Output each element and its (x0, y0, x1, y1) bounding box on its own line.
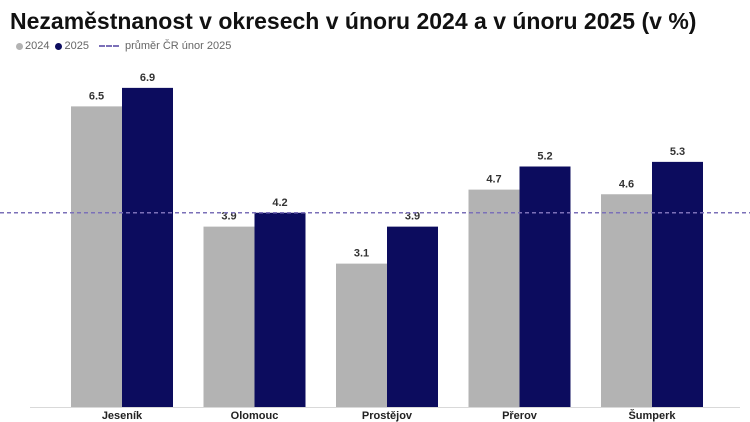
bar-jesenik-2025 (122, 87, 173, 407)
category-label-jesenik: Jeseník (102, 410, 143, 422)
bar-prerov-2024 (468, 189, 520, 407)
bar-olomouc-2024 (203, 226, 255, 407)
bar-prostejov-2025 (387, 226, 438, 407)
legend-label-reference: průměr ČR únor 2025 (124, 40, 232, 52)
bar-olomouc-2025 (254, 212, 306, 407)
category-label-sumperk: Šumperk (628, 409, 676, 422)
category-label-prerov: Přerov (502, 410, 538, 422)
chart-title: Nezaměstnanost v okresech v únoru 2024 a… (10, 8, 697, 34)
data-label-olomouc-2024: 3.9 (221, 211, 236, 223)
legend-label-2024: 2024 (25, 40, 50, 52)
legend-label-2025: 2025 (64, 40, 89, 52)
category-label-prostejov: Prostějov (362, 410, 413, 422)
bar-prostejov-2024 (336, 263, 387, 407)
bar-sumperk-2024 (601, 194, 652, 407)
data-label-jesenik-2024: 6.5 (89, 90, 104, 102)
legend-dash-reference (98, 45, 119, 47)
data-label-sumperk-2024: 4.6 (619, 178, 634, 190)
legend-item-2025: 2025 (55, 40, 89, 52)
data-label-prerov-2025: 5.2 (537, 151, 552, 163)
data-label-olomouc-2025: 4.2 (272, 197, 287, 209)
data-label-sumperk-2025: 5.3 (670, 146, 685, 158)
legend-swatch-2025 (55, 42, 63, 50)
category-label-olomouc: Olomouc (231, 410, 279, 422)
bar-prerov-2025 (519, 166, 571, 407)
bar-sumperk-2025 (652, 161, 703, 407)
legend-item-reference: průměr ČR únor 2025 (95, 40, 231, 52)
data-label-prerov-2024: 4.7 (486, 174, 501, 186)
data-label-prostejov-2024: 3.1 (354, 248, 369, 260)
chart-legend: 2024 2025 průměr ČR únor 2025 (16, 40, 237, 52)
data-label-prostejov-2025: 3.9 (405, 211, 420, 223)
data-label-jesenik-2025: 6.9 (140, 72, 155, 84)
legend-item-2024: 2024 (16, 40, 49, 52)
bar-jesenik-2024 (71, 106, 122, 407)
legend-swatch-2024 (16, 42, 23, 50)
